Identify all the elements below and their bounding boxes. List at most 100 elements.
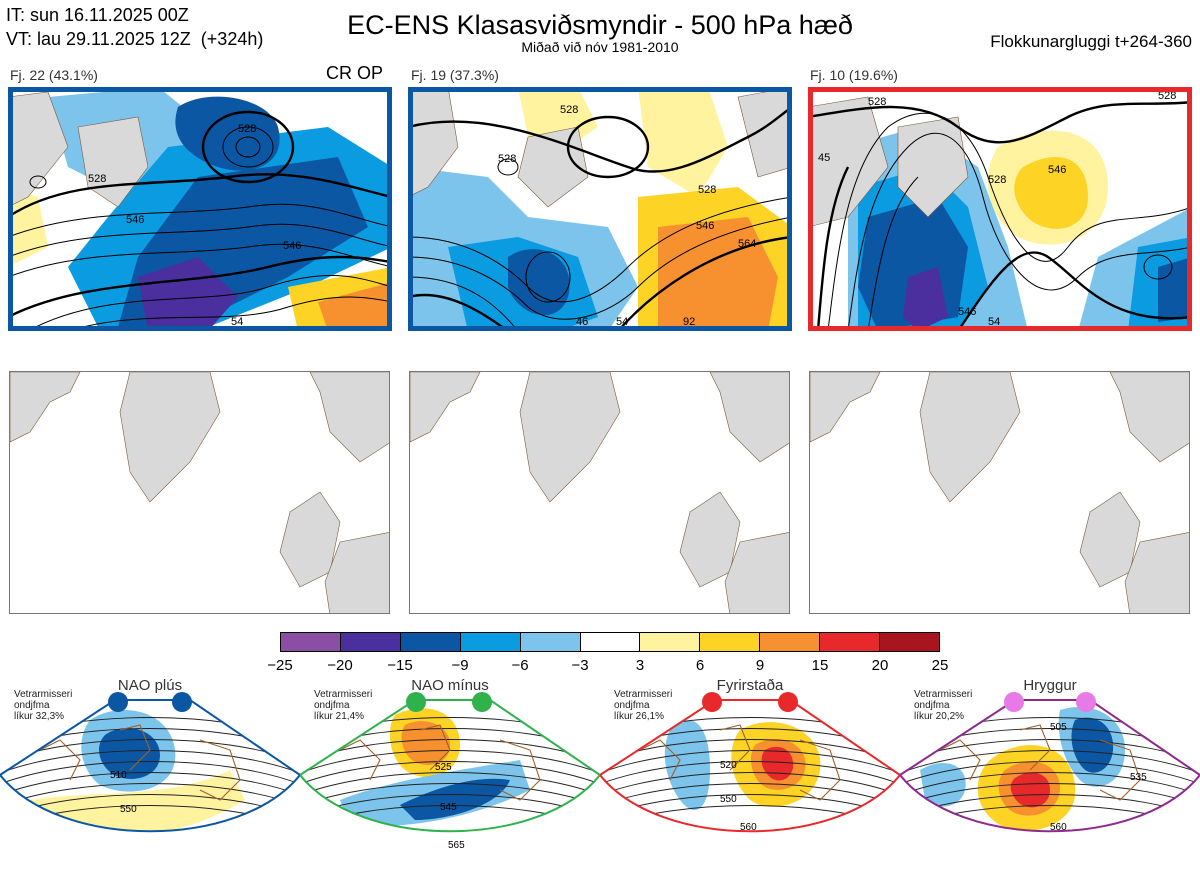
colorbar-swatch — [520, 633, 581, 651]
contour-label: 528 — [238, 123, 256, 135]
height-contour — [0, 772, 300, 796]
cluster-1-label: Fj. 22 (43.1%) — [10, 67, 98, 83]
contour-label: 546 — [696, 220, 714, 232]
height-contour — [0, 783, 300, 807]
empty-map-2 — [409, 371, 790, 614]
regime-title: NAO plús — [117, 677, 183, 694]
contour-label: 46 — [576, 316, 588, 328]
colorbar-tick-label: −6 — [511, 657, 529, 674]
empty-map-1 — [9, 371, 390, 614]
colorbar-swatch — [880, 633, 939, 651]
cr-op-label: CR OP — [326, 63, 384, 83]
contour-label: 528 — [498, 153, 516, 165]
cluster-1-border — [8, 87, 392, 331]
cluster-map-1: 528 528 546 546 54 — [8, 87, 392, 331]
colorbar-swatch — [400, 633, 461, 651]
anomaly-area — [401, 721, 450, 765]
colorbar-tick-label: −9 — [451, 657, 469, 674]
height-contour — [600, 783, 900, 807]
contour-label: 564 — [738, 238, 756, 250]
contour-label: 528 — [868, 96, 886, 108]
dot-marker-icon — [702, 692, 722, 712]
regime-title: NAO mínus — [411, 677, 489, 694]
valid-time: VT: lau 29.11.2025 12Z (+324h) — [6, 29, 264, 49]
empty-map-3 — [809, 371, 1190, 614]
page-subtitle: Miðað við nóv 1981-2010 — [521, 39, 679, 55]
colorbar-swatch — [340, 633, 401, 651]
colorbar-tick-label: 20 — [871, 657, 889, 674]
colorbar-swatch — [460, 633, 521, 651]
colorbar-swatch — [640, 633, 701, 651]
height-contour — [900, 772, 1200, 796]
contour-label: 560 — [1050, 822, 1067, 833]
regime-border — [600, 699, 900, 833]
colorbar-swatch — [700, 633, 761, 651]
coastline — [639, 724, 841, 801]
contour-label: 520 — [720, 760, 737, 771]
contour-label: 510 — [110, 770, 127, 781]
contour-label: 528 — [1158, 90, 1176, 102]
init-time: IT: sun 16.11.2025 00Z — [6, 5, 189, 25]
cluster-2-label: Fj. 19 (37.3%) — [411, 67, 499, 83]
contour-label: 525 — [435, 762, 452, 773]
contour-label: 560 — [740, 822, 757, 833]
regime-map: 520 550 560 — [600, 699, 900, 833]
contour-label: 45 — [818, 152, 830, 164]
contour-label: 528 — [88, 173, 106, 185]
regime-probability: Vetrarmisseri ondjfma líkur 26,1% — [614, 689, 673, 722]
regime-probability: Vetrarmisseri ondjfma líkur 32,3% — [14, 689, 73, 722]
height-contour — [600, 772, 900, 796]
classification-window: Flokkunargluggi t+264-360 — [990, 32, 1192, 51]
contour-label: 54 — [231, 316, 243, 328]
regime-border — [900, 699, 1200, 833]
dot-marker-icon — [406, 692, 426, 712]
anomaly-area — [400, 778, 510, 820]
contour-label: 535 — [1130, 772, 1147, 783]
regime-map: 505 535 560 — [900, 699, 1200, 833]
contour-label: 54 — [616, 316, 628, 328]
regime-map: 525 545 565 — [300, 699, 600, 851]
dot-marker-icon — [172, 692, 192, 712]
coastline — [939, 724, 1141, 801]
contour-label: 546 — [283, 240, 301, 252]
contour-label: 546 — [126, 214, 144, 226]
cluster-map-3: 528 546 528 45 528 546 54 — [808, 87, 1192, 331]
regime-border — [300, 699, 600, 833]
height-contour — [300, 772, 600, 796]
contour-label: 528 — [698, 184, 716, 196]
contour-label: 546 — [958, 306, 976, 318]
colorbar-swatch — [820, 633, 881, 651]
height-contour — [0, 761, 300, 785]
dot-marker-icon — [1004, 692, 1024, 712]
contour-label: 92 — [683, 316, 695, 328]
contour-label: 546 — [1048, 164, 1066, 176]
cluster-3-label: Fj. 10 (19.6%) — [810, 67, 898, 83]
contour-label: 550 — [720, 794, 737, 805]
cluster-3-border — [808, 87, 1192, 331]
colorbar-tick-label: 6 — [695, 657, 705, 674]
regime-title: Hryggur — [1023, 677, 1077, 694]
contour-label: 545 — [440, 802, 457, 813]
colorbar-tick-label: −3 — [571, 657, 589, 674]
colorbar-tick-label: −25 — [267, 657, 293, 674]
regime-probability: Vetrarmisseri ondjfma líkur 20,2% — [914, 689, 973, 722]
colorbar-swatch — [580, 633, 641, 651]
colorbar-tick-label: 25 — [931, 657, 949, 674]
height-contour — [300, 783, 600, 807]
cluster-2-border — [408, 87, 792, 331]
regime-border — [0, 699, 300, 833]
anomaly-area — [761, 746, 794, 781]
colorbar-swatch — [281, 633, 341, 651]
anomaly-area — [1071, 717, 1114, 773]
colorbar-tick-label: −15 — [387, 657, 413, 674]
dot-marker-icon — [778, 692, 798, 712]
regime-map: 510 550 — [0, 699, 300, 833]
colorbar-tick-label: 15 — [811, 657, 829, 674]
contour-label: 528 — [988, 174, 1006, 186]
height-contour — [900, 783, 1200, 807]
cluster-map-2: 528 528 528 546 564 46 54 92 — [408, 87, 792, 331]
contour-label: 505 — [1050, 722, 1067, 733]
coastline — [39, 724, 241, 801]
dot-marker-icon — [108, 692, 128, 712]
height-contour — [300, 761, 600, 785]
